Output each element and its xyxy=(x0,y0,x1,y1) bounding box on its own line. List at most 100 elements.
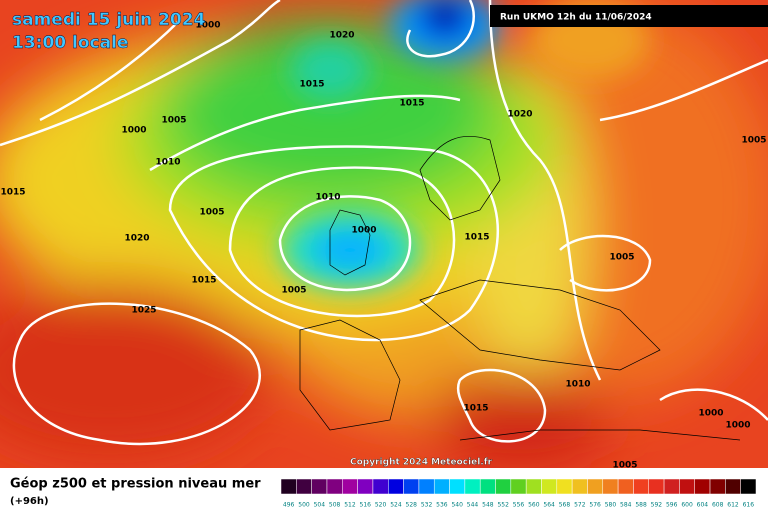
scale-label: 592 xyxy=(651,502,663,509)
isobar xyxy=(659,388,768,421)
isobar-label: 1020 xyxy=(329,31,354,41)
scale-swatch xyxy=(372,478,389,495)
scale-label: 548 xyxy=(482,502,494,509)
isobar-label: 1005 xyxy=(199,208,224,218)
isobar xyxy=(278,195,412,292)
scale-swatch xyxy=(525,478,542,495)
footer-title: Géop z500 et pression niveau mer xyxy=(10,477,261,492)
scale-label: 552 xyxy=(497,502,509,509)
isobar xyxy=(39,19,181,122)
color-scale: 496 500 504 508 512 516 520 524 528 532 536 540 544 5… xyxy=(280,478,757,509)
scale-label: 556 xyxy=(513,502,525,509)
scale-label: 568 xyxy=(559,502,571,509)
scale-label: 512 xyxy=(344,502,356,509)
isobar xyxy=(456,368,547,443)
borders xyxy=(299,136,741,441)
isobar-label: 1000 xyxy=(351,226,376,236)
scale-label: 524 xyxy=(390,502,402,509)
isobar-label: 1010 xyxy=(155,158,180,168)
isobar xyxy=(149,94,461,172)
isobar xyxy=(228,166,456,318)
scale-label: 564 xyxy=(543,502,555,509)
scale-label: 608 xyxy=(712,502,724,509)
isobar-label: 1010 xyxy=(315,193,340,203)
scale-label: 576 xyxy=(589,502,601,509)
scale-swatch xyxy=(311,478,328,495)
scale-swatch xyxy=(663,478,680,495)
scale-swatch xyxy=(633,478,649,495)
isobar-label: 1005 xyxy=(741,136,766,146)
isobar-label: 1010 xyxy=(565,380,590,390)
isobar-label: 1005 xyxy=(612,461,637,471)
isobar-label: 1000 xyxy=(121,126,146,136)
scale-swatch xyxy=(587,478,604,495)
isobar-label: 1015 xyxy=(399,99,424,109)
scale-swatch xyxy=(541,478,558,495)
isobar-label: 1015 xyxy=(463,404,488,414)
scale-swatch xyxy=(725,478,741,495)
isobar-label: 1005 xyxy=(609,253,634,263)
scale-swatch xyxy=(617,478,634,495)
isobar xyxy=(599,58,768,122)
scale-swatch xyxy=(602,478,619,495)
scale-swatch xyxy=(280,478,297,495)
run: Run UKMO 12h du 11/06/2024 xyxy=(500,13,652,23)
scale-label: 588 xyxy=(635,502,647,509)
scale-label: 580 xyxy=(605,502,617,509)
isobar xyxy=(12,302,261,446)
scale-swatch xyxy=(403,478,420,495)
title: samedi 15 juin 2024 xyxy=(12,10,206,30)
isobar xyxy=(559,234,652,292)
scale-label: 572 xyxy=(574,502,586,509)
isobar-label: 1020 xyxy=(124,234,149,244)
scale-label: 596 xyxy=(666,502,678,509)
scale-label: 500 xyxy=(298,502,310,509)
isobar-label: 1015 xyxy=(299,80,324,90)
isobar-label: 1005 xyxy=(281,286,306,296)
scale-swatch xyxy=(433,478,450,495)
scale-label: 520 xyxy=(375,502,387,509)
scale-label: 560 xyxy=(528,502,540,509)
copyright: Copyright 2024 Meteociel.fr xyxy=(350,458,493,468)
isobar-label: 1015 xyxy=(191,276,216,286)
isobar-label: 1000 xyxy=(698,409,723,419)
scale-label: 528 xyxy=(406,502,418,509)
footer-subtitle: (+96h) xyxy=(10,496,49,507)
scale-swatch xyxy=(740,478,757,495)
scale-swatch xyxy=(296,478,312,495)
scale-swatch xyxy=(449,478,466,495)
scale-label: 540 xyxy=(451,502,463,509)
scale-label: 516 xyxy=(360,502,372,509)
scale-swatch xyxy=(326,478,343,495)
scale-swatch xyxy=(388,478,404,495)
scale-swatch xyxy=(556,478,573,495)
scale-swatch xyxy=(464,478,481,495)
isobar xyxy=(488,0,602,381)
isobar-label: 1025 xyxy=(131,306,156,316)
scale-swatch xyxy=(479,478,496,495)
scale-swatch xyxy=(510,478,527,495)
scale-label: 544 xyxy=(467,502,479,509)
scale-label: 616 xyxy=(743,502,755,509)
scale-swatch xyxy=(679,478,695,495)
scale-label: 536 xyxy=(436,502,448,509)
isobar xyxy=(406,0,475,58)
time: 13:00 locale xyxy=(12,33,128,53)
scale-swatch xyxy=(648,478,665,495)
scale-swatch xyxy=(694,478,711,495)
scale-swatch xyxy=(571,478,588,495)
scale-swatch xyxy=(495,478,512,495)
isobar xyxy=(0,0,281,147)
scale-swatch xyxy=(342,478,358,495)
isobar-labels: 1000 1020 1015 1015 1005 1000 1010 1020 … xyxy=(0,21,766,471)
isobar-label: 1015 xyxy=(464,233,489,243)
isobar-label: 1000 xyxy=(725,421,750,431)
field xyxy=(0,0,768,468)
isobar-label: 1000 xyxy=(195,21,220,31)
scale-label: 600 xyxy=(681,502,693,509)
scale-label: 584 xyxy=(620,502,632,509)
scale-label: 504 xyxy=(314,502,326,509)
isobar-label: 1015 xyxy=(0,188,25,198)
scale-label: 612 xyxy=(727,502,739,509)
